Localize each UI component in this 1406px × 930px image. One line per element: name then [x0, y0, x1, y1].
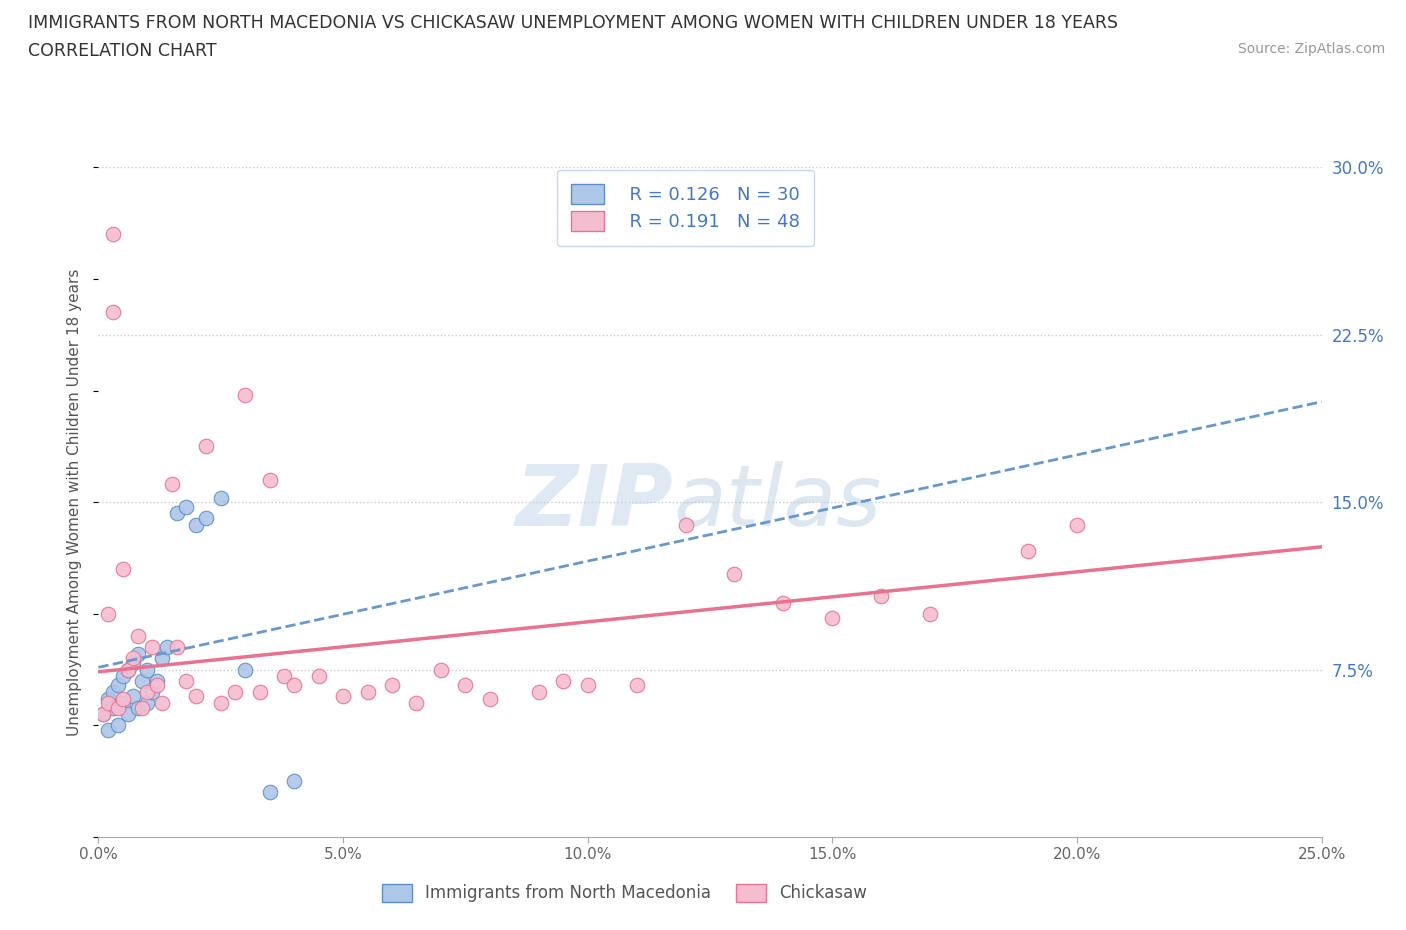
- Point: [1066, 517, 1088, 532]
- Point: [186, 689, 208, 704]
- Point: [176, 673, 198, 688]
- Text: atlas: atlas: [673, 460, 882, 544]
- Point: [209, 696, 232, 711]
- Point: [107, 678, 129, 693]
- Point: [381, 678, 404, 693]
- Point: [626, 678, 648, 693]
- Point: [136, 662, 159, 677]
- Point: [723, 566, 745, 581]
- Point: [160, 477, 183, 492]
- Point: [166, 640, 188, 655]
- Point: [166, 506, 188, 521]
- Point: [156, 640, 179, 655]
- Point: [478, 691, 501, 706]
- Point: [117, 707, 139, 722]
- Point: [273, 669, 295, 684]
- Point: [821, 611, 844, 626]
- Point: [97, 691, 120, 706]
- Point: [1017, 544, 1039, 559]
- Point: [146, 673, 169, 688]
- Point: [283, 678, 305, 693]
- Point: [101, 227, 124, 242]
- Point: [141, 640, 163, 655]
- Point: [332, 689, 354, 704]
- Text: IMMIGRANTS FROM NORTH MACEDONIA VS CHICKASAW UNEMPLOYMENT AMONG WOMEN WITH CHILD: IMMIGRANTS FROM NORTH MACEDONIA VS CHICK…: [28, 14, 1118, 32]
- Point: [308, 669, 330, 684]
- Point: [772, 595, 794, 610]
- Point: [576, 678, 599, 693]
- Point: [101, 700, 124, 715]
- Point: [117, 662, 139, 677]
- Point: [97, 696, 120, 711]
- Point: [127, 629, 149, 644]
- Point: [209, 490, 232, 505]
- Point: [195, 511, 218, 525]
- Point: [454, 678, 477, 693]
- Point: [111, 562, 134, 577]
- Point: [527, 684, 550, 699]
- Point: [259, 472, 281, 487]
- Point: [101, 305, 124, 320]
- Point: [131, 700, 153, 715]
- Text: ZIP: ZIP: [516, 460, 673, 544]
- Point: [127, 646, 149, 661]
- Point: [121, 689, 143, 704]
- Point: [111, 696, 134, 711]
- Point: [283, 774, 305, 789]
- Point: [97, 723, 120, 737]
- Point: [121, 656, 143, 671]
- Point: [224, 684, 246, 699]
- Point: [249, 684, 271, 699]
- Point: [146, 678, 169, 693]
- Point: [405, 696, 427, 711]
- Point: [121, 651, 143, 666]
- Text: CORRELATION CHART: CORRELATION CHART: [28, 42, 217, 60]
- Text: Source: ZipAtlas.com: Source: ZipAtlas.com: [1237, 42, 1385, 56]
- Point: [675, 517, 697, 532]
- Point: [430, 662, 453, 677]
- Point: [101, 684, 124, 699]
- Point: [107, 700, 129, 715]
- Point: [186, 517, 208, 532]
- Point: [136, 684, 159, 699]
- Point: [111, 691, 134, 706]
- Point: [176, 499, 198, 514]
- Legend: Immigrants from North Macedonia, Chickasaw: Immigrants from North Macedonia, Chickas…: [375, 877, 875, 909]
- Point: [150, 651, 173, 666]
- Point: [150, 696, 173, 711]
- Point: [870, 589, 893, 604]
- Point: [136, 696, 159, 711]
- Point: [131, 673, 153, 688]
- Point: [97, 606, 120, 621]
- Point: [91, 707, 114, 722]
- Point: [233, 388, 256, 403]
- Point: [553, 673, 575, 688]
- Point: [195, 439, 218, 454]
- Point: [233, 662, 256, 677]
- Point: [111, 669, 134, 684]
- Point: [356, 684, 378, 699]
- Point: [259, 785, 281, 800]
- Point: [127, 700, 149, 715]
- Point: [141, 684, 163, 699]
- Point: [117, 662, 139, 677]
- Point: [107, 718, 129, 733]
- Point: [920, 606, 942, 621]
- Y-axis label: Unemployment Among Women with Children Under 18 years: Unemployment Among Women with Children U…: [67, 269, 83, 736]
- Point: [91, 707, 114, 722]
